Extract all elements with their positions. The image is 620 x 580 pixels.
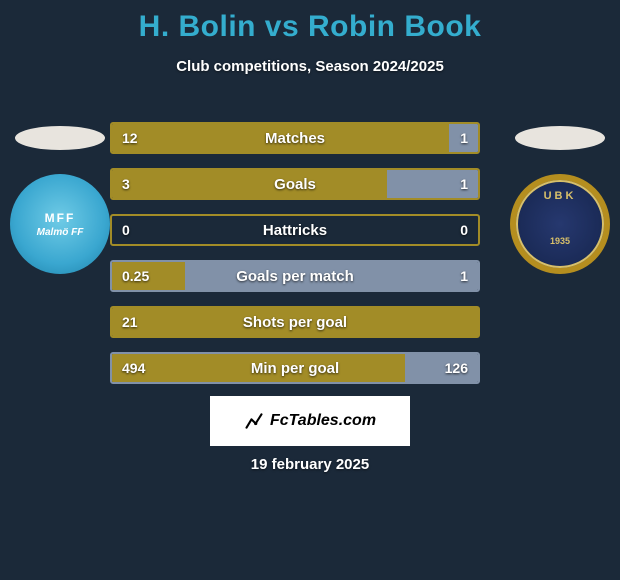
- stat-value-left: 12: [122, 130, 138, 146]
- stat-value-right: 0: [460, 222, 468, 238]
- stat-label: Shots per goal: [112, 314, 478, 331]
- left-player-block: MFF Malmö FF: [0, 126, 120, 274]
- club-badge-right: UBK 1935: [510, 174, 610, 274]
- stat-label: Min per goal: [112, 360, 478, 377]
- club-name-left: Malmö FF: [37, 227, 84, 238]
- comparison-subtitle: Club competitions, Season 2024/2025: [0, 58, 620, 75]
- fctables-label: FcTables.com: [270, 412, 376, 430]
- stat-value-right: 126: [445, 360, 468, 376]
- stat-label: Matches: [112, 130, 478, 147]
- stat-row: Matches12 1: [110, 122, 480, 154]
- club-year-right: 1935: [550, 236, 570, 246]
- comparison-bars: Matches121Goals31Hattricks00Goals per ma…: [110, 122, 480, 384]
- stat-row: Goals3 1: [110, 168, 480, 200]
- stat-value-right: 1: [460, 176, 468, 192]
- stat-label: Hattricks: [112, 222, 478, 239]
- comparison-title: H. Bolin vs Robin Book: [0, 0, 620, 44]
- right-player-block: UBK 1935: [500, 126, 620, 274]
- stat-label: Goals per match: [112, 268, 478, 285]
- stat-row: Hattricks0 0: [110, 214, 480, 246]
- player-silhouette-right: [515, 126, 605, 150]
- stat-value-left: 3: [122, 176, 130, 192]
- stat-row: Min per goal494 126: [110, 352, 480, 384]
- chart-icon: [244, 411, 264, 431]
- club-short-right: UBK: [544, 190, 577, 202]
- stat-row: Goals per match0.25 1: [110, 260, 480, 292]
- stat-value-right: 1: [460, 268, 468, 284]
- player-silhouette-left: [15, 126, 105, 150]
- stat-row: Shots per goal21: [110, 306, 480, 338]
- stat-value-right: 1: [460, 130, 468, 146]
- stat-value-left: 21: [122, 314, 138, 330]
- stat-value-left: 0.25: [122, 268, 149, 284]
- stat-value-left: 494: [122, 360, 145, 376]
- comparison-date: 19 february 2025: [0, 456, 620, 473]
- stat-label: Goals: [112, 176, 478, 193]
- stat-value-left: 0: [122, 222, 130, 238]
- club-badge-left: MFF Malmö FF: [10, 174, 110, 274]
- club-short-left: MFF: [45, 211, 76, 225]
- fctables-watermark: FcTables.com: [210, 396, 410, 446]
